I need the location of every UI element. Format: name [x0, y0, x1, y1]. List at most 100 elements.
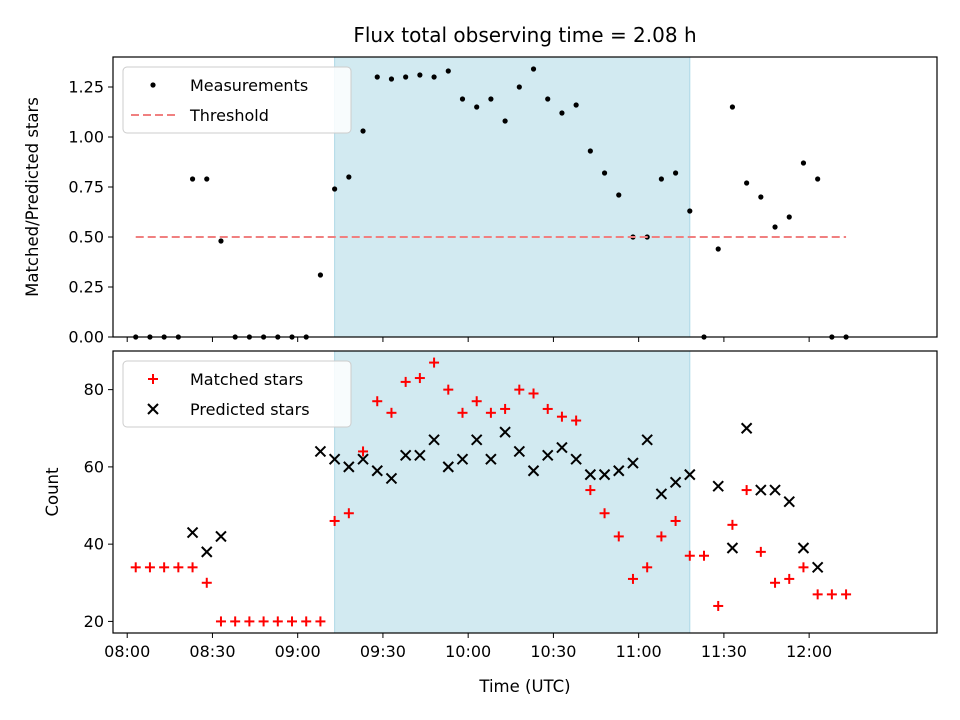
x-stroke: [186, 526, 199, 539]
matched-star-point: [485, 407, 496, 418]
matched-star-point: [713, 600, 724, 611]
y-tick-label: 40: [84, 535, 104, 554]
x-tick-label: 11:00: [616, 642, 662, 661]
x-stroke: [485, 453, 497, 465]
matched-star-point: [556, 411, 567, 422]
x-stroke: [726, 542, 739, 554]
matched-star-point: [684, 550, 695, 561]
matched-star-point: [798, 562, 809, 573]
matched-star-point: [173, 562, 184, 573]
matched-star-point: [244, 616, 255, 627]
matched-star-point: [457, 407, 468, 418]
measurement-point: [744, 180, 750, 186]
matched-star-point: [230, 616, 241, 627]
predicted-star-point: [556, 441, 568, 454]
measurement-point: [516, 84, 522, 90]
x-stroke: [769, 484, 781, 496]
measurement-point: [346, 174, 352, 180]
measurement-point: [815, 176, 821, 182]
x-stroke: [215, 530, 227, 543]
x-stroke: [428, 434, 440, 446]
x-stroke: [613, 465, 625, 477]
matched-star-point: [500, 403, 511, 414]
x-stroke: [442, 461, 454, 473]
matched-star-point: [301, 616, 312, 627]
x-tick-label: 09:30: [360, 642, 406, 661]
x-stroke: [456, 453, 469, 465]
measurement-point: [601, 170, 608, 176]
matched-star-point: [400, 376, 411, 387]
x-stroke: [584, 468, 597, 481]
x-stroke: [399, 449, 412, 462]
bottom-axes-frame: [112, 350, 938, 634]
predicted-star-point: [371, 465, 383, 477]
x-stroke: [755, 484, 767, 496]
predicted-star-point: [542, 449, 554, 462]
predicted-star-point: [343, 461, 355, 473]
measurement-point: [403, 74, 409, 80]
matched-star-point: [514, 384, 525, 395]
observing-window-band: [334, 57, 690, 337]
x-stroke: [556, 441, 568, 454]
legend-box: [122, 360, 352, 428]
measurement-point: [431, 74, 437, 80]
measurement-point: [786, 214, 792, 220]
predicted-star-point: [314, 445, 327, 458]
y-tick-label: 0.50: [68, 228, 104, 247]
predicted-star-point: [570, 453, 582, 465]
predicted-star-point: [669, 476, 682, 489]
top-axes-frame: [112, 56, 938, 338]
x-stroke: [328, 453, 341, 465]
x-tick-label: 08:00: [104, 642, 150, 661]
y-tick-label: 1.25: [68, 78, 104, 97]
y-tick-label: 0.00: [68, 328, 104, 347]
matched-star-point: [414, 373, 425, 384]
matched-star-point: [784, 573, 795, 584]
matched-star-point: [215, 616, 226, 627]
observing-window-shade: [334, 57, 691, 337]
predicted-star-point: [201, 546, 213, 558]
top-y-axis-label: Matched/Predicted stars: [23, 97, 42, 297]
legend-label: Threshold: [189, 106, 269, 125]
star-count-panel: 20 40 60 80 08:00 08:30 09:00 09:30 10:00 10:30 11…: [43, 350, 938, 696]
matched-star-point: [642, 562, 653, 573]
measurement-point: [758, 194, 764, 200]
x-stroke: [655, 488, 668, 500]
y-tick-label: 1.00: [68, 128, 104, 147]
predicted-star-point: [684, 468, 696, 481]
predicted-star-point: [428, 434, 440, 446]
legend-label: Measurements: [190, 76, 308, 95]
measurement-point: [545, 96, 551, 102]
measurement-point: [360, 128, 366, 134]
x-stroke: [527, 465, 540, 477]
x-stroke: [414, 449, 426, 462]
predicted-star-point: [797, 542, 810, 554]
x-stroke: [542, 449, 554, 462]
measurement-point: [189, 176, 196, 182]
predicted-star-point: [485, 453, 497, 465]
measurement-point: [204, 176, 210, 182]
predicted-star-point: [215, 530, 227, 543]
matched-star-point: [329, 515, 340, 526]
matched-star-point: [699, 550, 710, 561]
matched-star-point: [272, 616, 283, 627]
predicted-star-point: [726, 542, 739, 554]
matched-star-point: [287, 616, 298, 627]
matched-star-point: [571, 415, 582, 426]
predicted-star-point: [712, 480, 724, 492]
matched-star-point: [727, 519, 738, 530]
bottom-y-axis-label: Count: [43, 467, 62, 517]
x-stroke: [684, 468, 696, 481]
y-tick-label: 20: [84, 612, 104, 631]
x-stroke: [513, 445, 526, 458]
x-tick-label: 09:00: [275, 642, 321, 661]
predicted-star-point: [755, 484, 767, 496]
matched-star-point: [670, 515, 681, 526]
legend-label: Matched stars: [190, 370, 303, 389]
matched-star-point: [755, 546, 766, 557]
matched-star-point: [627, 573, 638, 584]
x-stroke: [570, 453, 582, 465]
predicted-star-point: [357, 453, 369, 465]
measurement-point: [530, 66, 537, 72]
